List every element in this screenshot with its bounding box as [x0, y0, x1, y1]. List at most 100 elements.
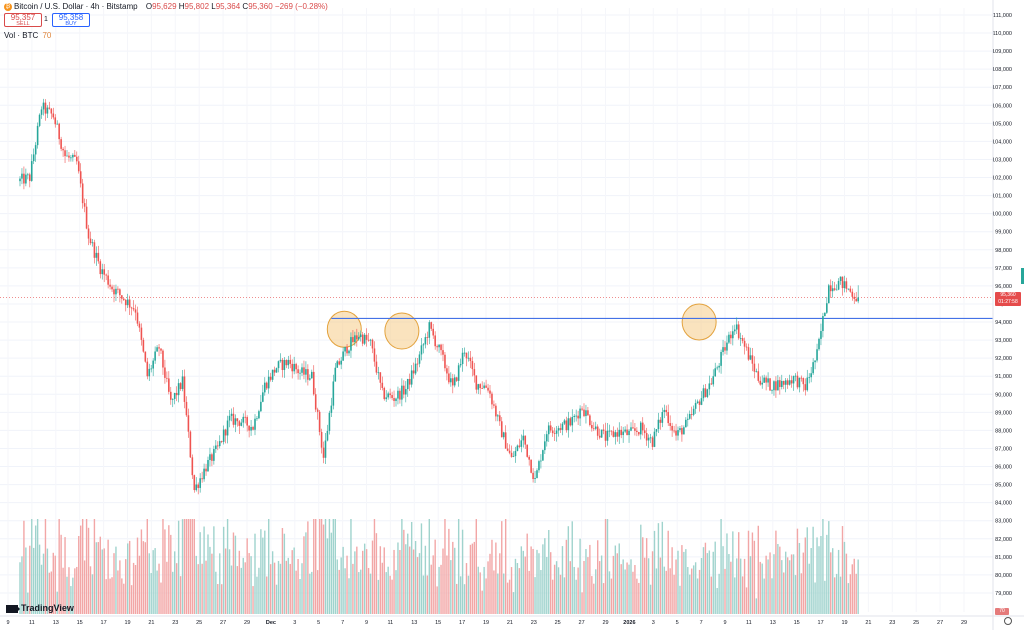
volume-bar: [201, 563, 203, 614]
volume-bar: [745, 587, 748, 614]
tradingview-logo[interactable]: TradingView: [6, 603, 74, 613]
candle-body: [309, 378, 311, 380]
volume-bar: [575, 579, 577, 614]
candle-body: [751, 355, 754, 364]
volume-bar: [58, 519, 60, 614]
volume-bar: [620, 564, 622, 614]
volume-bar: [287, 557, 289, 614]
volume-bar: [810, 548, 812, 614]
x-tick-label: 19: [124, 620, 130, 626]
candles: [19, 98, 859, 495]
volume-bar: [516, 563, 519, 614]
buy-button[interactable]: 95,358 BUY: [52, 13, 90, 27]
candle-body: [297, 369, 299, 374]
volume-bar: [532, 548, 534, 614]
candle-body: [117, 288, 119, 290]
candle-body: [471, 361, 474, 370]
candle-body: [119, 289, 121, 296]
side-panel-tab[interactable]: [1021, 268, 1024, 284]
volume-bar: [755, 598, 758, 614]
volume-bar: [786, 557, 789, 614]
candle-body: [134, 309, 137, 313]
volume-bar: [50, 571, 53, 614]
volume-bar: [824, 580, 826, 614]
spread-value: 1: [44, 16, 48, 23]
volume-bar: [692, 565, 695, 614]
candle-body: [835, 289, 838, 291]
y-tick-label: 100,000: [992, 212, 1012, 218]
candle-body: [191, 457, 194, 476]
volume-bar: [38, 544, 41, 614]
volume-bar: [418, 553, 421, 614]
volume-bar: [461, 529, 464, 614]
candle-body: [802, 378, 805, 385]
volume-bar: [154, 548, 156, 614]
candle-body: [598, 435, 601, 438]
candle-body: [426, 337, 429, 338]
candle-body: [228, 415, 231, 421]
volume-bar: [622, 559, 624, 614]
candle-body: [111, 286, 113, 290]
candle-body: [500, 421, 503, 438]
candle-body: [218, 441, 221, 447]
candle-body: [565, 420, 568, 431]
candle-body: [520, 440, 523, 447]
candle-body: [827, 285, 830, 304]
candle-body: [540, 460, 542, 462]
candle-body: [792, 376, 795, 384]
candle-body: [516, 445, 519, 451]
volume-bar: [313, 519, 315, 614]
y-tick-label: 110,000: [993, 31, 1012, 37]
volume-bar: [336, 559, 338, 614]
volume-bar: [602, 583, 605, 614]
volume-bar: [385, 572, 387, 614]
volume-bar: [459, 576, 462, 614]
candle-body: [508, 450, 511, 453]
candle-body: [688, 414, 691, 419]
volume-bar: [679, 585, 681, 614]
volume-bar: [612, 555, 615, 614]
volume-bar: [221, 584, 223, 614]
volume-bar: [62, 567, 64, 614]
volume-bar: [457, 519, 460, 614]
volume-bar: [499, 553, 501, 614]
candle-body: [730, 334, 732, 339]
volume-bar: [450, 560, 452, 614]
candle-body: [158, 347, 160, 349]
candle-body: [810, 373, 812, 378]
candle-body: [514, 450, 517, 457]
x-tick-label: 9: [723, 620, 726, 626]
volume-legend[interactable]: Vol · BTC 70: [4, 31, 51, 40]
candle-body: [211, 454, 213, 461]
candle-body: [722, 347, 724, 352]
volume-bar: [66, 576, 68, 614]
volume-bar: [628, 564, 630, 614]
candle-body: [395, 398, 397, 401]
volume-bar: [857, 559, 859, 614]
volume-bar: [491, 539, 493, 614]
volume-bar: [528, 570, 530, 614]
candle-body: [279, 359, 282, 362]
candle-body: [283, 359, 286, 370]
candle-body: [91, 242, 94, 244]
candle-body: [528, 456, 530, 460]
candle-body: [267, 376, 270, 389]
candle-body: [669, 423, 671, 426]
settings-gear-icon[interactable]: [1004, 617, 1012, 625]
candle-body: [816, 349, 818, 361]
candle-body: [52, 113, 55, 118]
candle-body: [416, 363, 419, 365]
sell-button[interactable]: 95,357 SELL: [4, 13, 42, 27]
x-tick-label: 27: [579, 620, 585, 626]
candle-body: [712, 376, 715, 385]
candle-body: [303, 367, 305, 375]
candle-body: [95, 252, 98, 258]
volume-bar: [585, 549, 587, 614]
volume-bar: [170, 534, 172, 614]
x-tick-label: 29: [961, 620, 967, 626]
volume-bar: [19, 562, 21, 614]
symbol-title[interactable]: Bitcoin / U.S. Dollar · 4h · Bitstamp: [14, 2, 138, 11]
volume-bar: [642, 537, 644, 614]
